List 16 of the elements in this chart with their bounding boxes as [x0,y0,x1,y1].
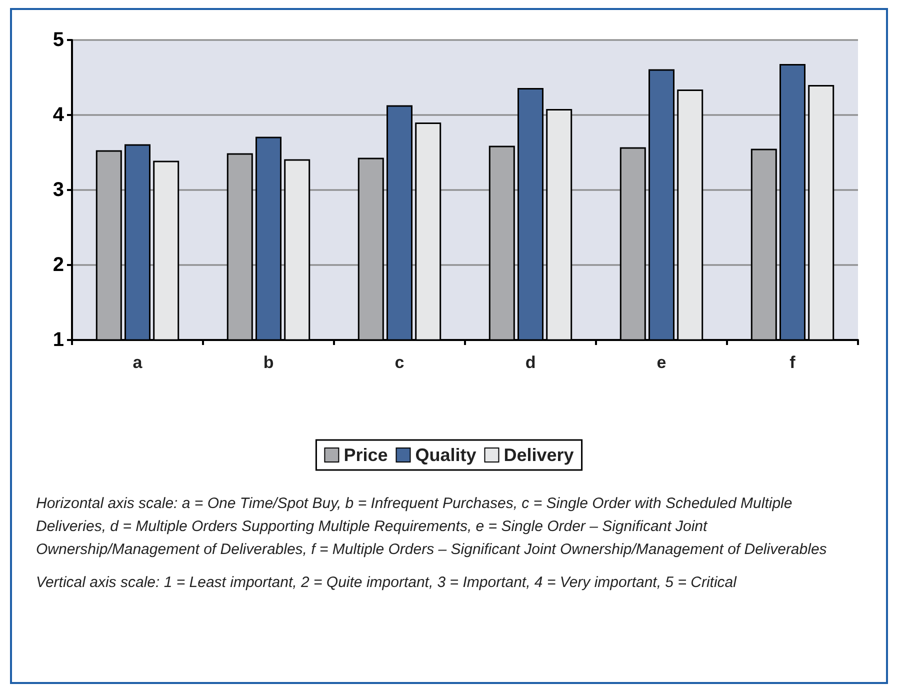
x-tick-label: d [525,353,536,372]
legend-label: Price [344,445,388,465]
x-tick-label: a [132,353,143,372]
x-tick-label: b [263,353,274,372]
x-tick-label: f [790,353,796,372]
y-tick-label: 1 [52,329,64,351]
x-tick-label: c [394,353,404,372]
y-tick-label: 2 [52,254,64,276]
y-tick-label: 5 [52,29,64,51]
x-tick-label: e [656,353,666,372]
legend-label: Delivery [504,445,574,465]
legend-label: Quality [415,445,476,465]
y-tick-label: 3 [52,179,64,201]
text: Vertical axis scale: 1 = Least important, 2 = Quite important, 3 = Important, 4 = Very important, 5 = Critical [36,573,738,593]
y-tick-label: 4 [52,104,65,126]
text: Horizontal axis scale: a = One Time/Spot Buy, b = Infrequent Purchases, c = Single Order with Scheduled Multiple Deliveries, d = Multiple Orders Supporting Multiple Requirements, e = Single Order – Significant Joint Ownership/Management of Deliverables, f = Multiple Orders – Significant Joint Ownership/Management of Deliverables [36,494,828,560]
